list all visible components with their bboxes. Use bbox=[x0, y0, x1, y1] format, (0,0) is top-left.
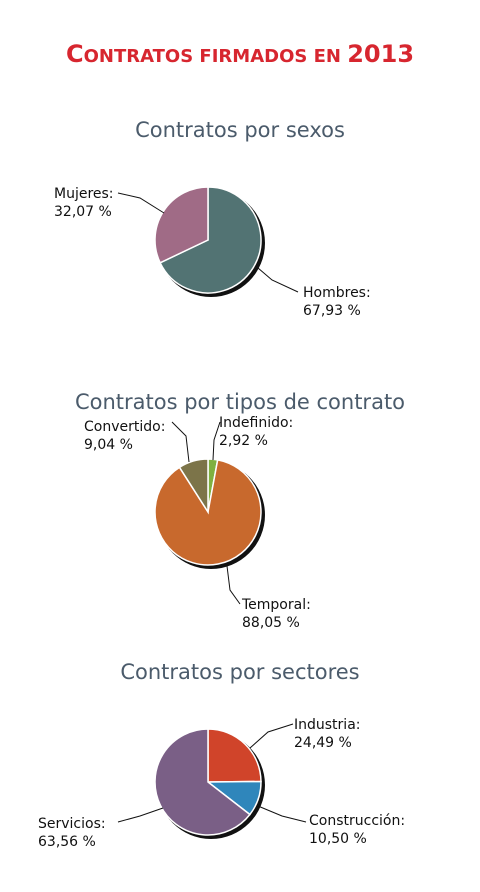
label-industria-name: Industria: bbox=[294, 717, 361, 733]
label-servicios-value: 63,56 % bbox=[38, 834, 96, 850]
chart-title-sexos: Contratos por sexos bbox=[135, 118, 345, 142]
leader-line-convertido bbox=[171, 421, 190, 463]
chart-title-tipos: Contratos por tipos de contrato bbox=[74, 390, 406, 414]
slice-convertido bbox=[178, 458, 209, 515]
pie-0 bbox=[117, 186, 299, 297]
label-convertido-name: Convertido: bbox=[84, 419, 166, 435]
label-convertido-value: 9,04 % bbox=[84, 437, 133, 453]
label-mujeres: Mujeres: 32,07 % bbox=[54, 185, 114, 221]
label-convertido: Convertido: 9,04 % bbox=[84, 418, 165, 454]
chart-title-sectores: Contratos por sectores bbox=[120, 660, 360, 684]
label-mujeres-name: Mujeres: bbox=[54, 186, 114, 202]
label-servicios-name: Servicios: bbox=[38, 816, 106, 832]
slice-servicios bbox=[154, 728, 251, 836]
label-indefinido-name: Indefinido: bbox=[219, 415, 294, 431]
label-industria: Industria: 24,49 % bbox=[294, 716, 361, 752]
label-temporal-value: 88,05 % bbox=[242, 615, 300, 631]
label-construccion: Construcción: 10,50 % bbox=[309, 812, 405, 848]
label-temporal: Temporal: 88,05 % bbox=[242, 596, 311, 632]
slice-mujeres bbox=[154, 186, 209, 264]
label-industria-value: 24,49 % bbox=[294, 735, 352, 751]
leader-line-hombres bbox=[257, 267, 299, 293]
slice-hombres bbox=[159, 186, 262, 294]
leader-line-temporal bbox=[226, 565, 241, 605]
label-hombres-value: 67,93 % bbox=[303, 303, 361, 319]
label-construccion-name: Construcción: bbox=[309, 813, 406, 829]
label-construccion-value: 10,50 % bbox=[309, 831, 367, 847]
leader-line-servicios bbox=[117, 807, 164, 823]
label-indefinido: Indefinido: 2,92 % bbox=[219, 414, 293, 450]
label-indefinido-value: 2,92 % bbox=[219, 433, 268, 449]
label-servicios: Servicios: 63,56 % bbox=[38, 815, 106, 851]
leader-line-indefinido bbox=[212, 421, 221, 461]
page-title: CONTRATOS FIRMADOS EN 2013 bbox=[65, 40, 415, 68]
label-mujeres-value: 32,07 % bbox=[54, 204, 112, 220]
label-hombres: Hombres: 67,93 % bbox=[303, 284, 371, 320]
pie-2 bbox=[117, 723, 307, 839]
leader-line-mujeres bbox=[117, 192, 165, 214]
slice-industria bbox=[207, 728, 262, 783]
pie-1 bbox=[154, 421, 265, 605]
leader-line-construcción bbox=[257, 805, 307, 823]
label-hombres-name: Hombres: bbox=[303, 285, 371, 301]
label-temporal-name: Temporal: bbox=[242, 597, 311, 613]
leader-line-industria bbox=[249, 723, 294, 749]
